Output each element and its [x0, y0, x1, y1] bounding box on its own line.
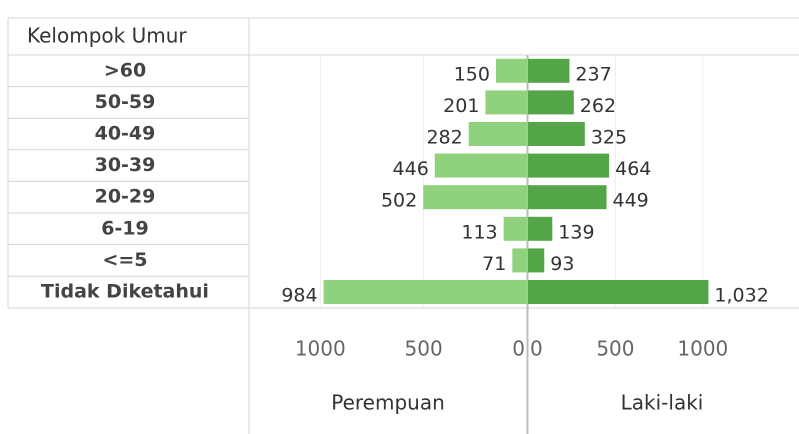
- category-label: <=5: [102, 249, 147, 271]
- bar: [485, 90, 527, 115]
- value-label: 237: [575, 63, 611, 85]
- value-label: 71: [482, 253, 506, 275]
- value-label: 1,032: [714, 285, 768, 307]
- value-label: 464: [615, 158, 651, 180]
- category-label: 20-29: [95, 186, 156, 208]
- bar: [528, 90, 574, 115]
- bar: [503, 216, 527, 241]
- category-label: 40-49: [95, 123, 156, 145]
- bar: [528, 153, 610, 178]
- bar: [528, 58, 570, 83]
- category-label: 50-59: [95, 91, 156, 113]
- value-label: 502: [381, 190, 417, 212]
- value-label: 262: [580, 95, 616, 117]
- x-tick-label: 1000: [295, 337, 346, 361]
- bar: [468, 122, 527, 146]
- value-label: 449: [613, 190, 649, 212]
- category-label: 30-39: [95, 154, 156, 176]
- value-label: 150: [454, 63, 490, 85]
- bar: [323, 280, 527, 304]
- x-tick-label: 500: [596, 337, 634, 361]
- axis-title: Perempuan: [331, 391, 445, 415]
- value-label: 93: [550, 253, 574, 275]
- row-header: Kelompok Umur: [27, 24, 187, 48]
- value-label: 325: [591, 127, 627, 149]
- category-label: Tidak Diketahui: [41, 281, 209, 303]
- bar: [528, 248, 545, 273]
- bar: [528, 185, 607, 210]
- value-label: 113: [461, 221, 497, 243]
- axis-title: Laki-laki: [621, 391, 704, 415]
- x-tick-label: 1000: [677, 337, 728, 361]
- category-label: >60: [104, 59, 146, 81]
- value-label: 446: [393, 158, 429, 180]
- value-label: 282: [426, 127, 462, 149]
- value-label: 139: [558, 221, 594, 243]
- bar: [434, 153, 527, 178]
- x-tick-label: 500: [405, 337, 443, 361]
- bar: [495, 58, 527, 83]
- category-label: 6-19: [101, 217, 149, 239]
- bar: [512, 248, 527, 273]
- x-tick-label: 0: [530, 337, 543, 361]
- bar: [528, 280, 709, 304]
- bar: [528, 216, 553, 241]
- bar: [528, 122, 585, 146]
- table-frame: [7, 17, 799, 434]
- x-tick-label: 0: [512, 337, 525, 361]
- value-label: 201: [443, 95, 479, 117]
- value-label: 984: [281, 285, 317, 307]
- bar: [423, 185, 527, 210]
